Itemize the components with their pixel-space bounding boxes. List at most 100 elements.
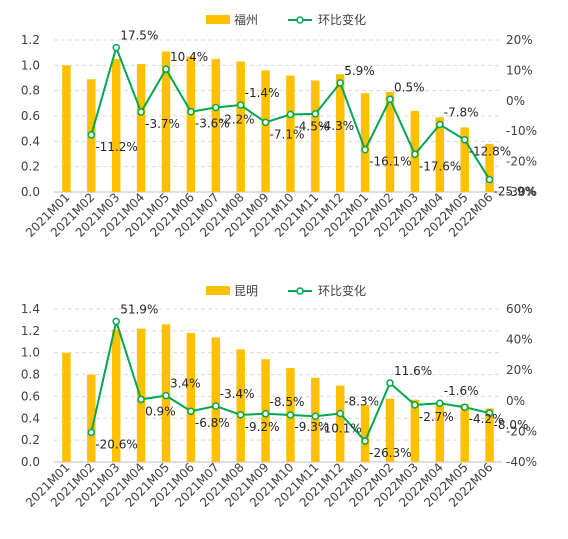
y-left-tick-label: 0.8 — [21, 368, 40, 382]
line-point — [212, 103, 220, 112]
y-right-tick-label: 20% — [506, 363, 533, 377]
data-label: -7.8% — [444, 106, 479, 120]
data-label: -10.1% — [319, 421, 361, 435]
data-label: -3.4% — [220, 387, 255, 401]
data-label: 17.5% — [120, 29, 158, 43]
line-point — [236, 411, 245, 419]
y-right-tick-label: 0% — [506, 94, 525, 108]
legend-line-marker — [296, 16, 304, 24]
bar — [360, 405, 370, 462]
bar — [211, 59, 221, 192]
y-right-tick-label: 20% — [506, 33, 533, 47]
y-left-tick-label: 1.0 — [21, 346, 40, 360]
y-right-tick-label: -20% — [506, 424, 537, 438]
y-left-tick-label: 0.6 — [21, 389, 40, 403]
data-label: -26.3% — [369, 446, 411, 460]
data-label: -20.6% — [95, 437, 137, 451]
data-label: -11.2% — [95, 140, 137, 154]
line-point — [386, 95, 394, 104]
bar — [286, 75, 295, 192]
data-label: 0.5% — [394, 80, 425, 94]
line-point — [112, 43, 120, 52]
bar — [62, 65, 71, 192]
data-label: -6.8% — [195, 416, 230, 430]
legend-bar-swatch — [206, 15, 230, 24]
line-point — [261, 118, 270, 127]
y-right-tick-label: -20% — [506, 155, 537, 169]
y-left-tick-label: 0.8 — [21, 84, 40, 98]
bar — [435, 117, 445, 192]
data-label: 51.9% — [120, 302, 158, 316]
bar — [87, 374, 96, 462]
data-label: 0.9% — [145, 404, 176, 418]
line-point — [436, 120, 444, 129]
bar — [136, 64, 146, 192]
line-point — [460, 403, 469, 411]
line-point — [137, 395, 145, 404]
y-left-tick-label: 0.2 — [21, 433, 40, 447]
bar — [385, 91, 395, 192]
data-label: -4.2% — [469, 412, 504, 426]
y-right-tick-label: 40% — [506, 333, 533, 347]
line-point — [212, 402, 220, 410]
line-point — [286, 110, 295, 119]
legend-bar-swatch — [206, 286, 230, 295]
data-label: 10.4% — [170, 50, 208, 64]
data-label: 5.9% — [344, 64, 375, 78]
line-point — [162, 391, 170, 400]
line-point — [386, 379, 394, 387]
bar — [186, 333, 196, 462]
legend-line-label: 环比变化 — [318, 12, 366, 27]
bar — [460, 127, 469, 192]
data-label: -2.7% — [419, 410, 454, 424]
y-right-tick-label: 60% — [506, 302, 533, 316]
bar — [460, 404, 469, 462]
bar — [335, 385, 345, 462]
bar — [211, 337, 221, 462]
data-label: -8.3% — [344, 394, 379, 408]
bar — [62, 352, 71, 462]
data-label: -12.8% — [469, 145, 511, 159]
line-point — [112, 317, 120, 326]
line-point — [311, 412, 320, 421]
y-left-tick-label: 0.6 — [21, 109, 40, 123]
legend-line-marker — [296, 287, 304, 295]
y-left-tick-label: 1.2 — [21, 324, 40, 338]
line-point — [361, 145, 369, 154]
y-left-tick-label: 0.4 — [21, 411, 40, 425]
bar — [236, 61, 245, 193]
data-label: -4.5% — [294, 119, 329, 133]
y-right-tick-label: 10% — [506, 63, 533, 77]
line-point — [485, 175, 494, 184]
bar — [236, 349, 245, 462]
y-right-tick-label: -30% — [506, 185, 537, 199]
bar — [435, 401, 445, 462]
line-point — [187, 107, 195, 116]
bar — [385, 398, 395, 462]
line-point — [162, 65, 170, 73]
line-point — [361, 437, 369, 445]
y-left-tick-label: 1.0 — [21, 58, 40, 72]
bar — [161, 51, 171, 193]
legend-bar-label: 昆明 — [234, 284, 258, 298]
data-label: -1.4% — [245, 86, 280, 100]
data-label: -16.1% — [369, 155, 411, 169]
line-point — [187, 407, 195, 415]
data-label: -17.6% — [419, 159, 461, 173]
y-right-tick-label: -40% — [506, 455, 537, 469]
bar — [261, 70, 270, 192]
bar — [410, 399, 420, 462]
y-left-tick-label: 0.4 — [21, 134, 40, 148]
legend-bar-label: 福州 — [234, 12, 258, 27]
line-point — [261, 410, 270, 418]
data-label: -4.3% — [319, 119, 354, 133]
bar — [360, 93, 370, 192]
data-label: -3.7% — [145, 117, 180, 131]
y-left-tick-label: 0.2 — [21, 160, 40, 174]
y-left-tick-label: 0.0 — [21, 455, 40, 469]
data-label: -25.9% — [494, 185, 536, 199]
bar — [186, 56, 196, 192]
y-right-tick-label: 0% — [506, 394, 525, 408]
line-point — [286, 411, 295, 419]
